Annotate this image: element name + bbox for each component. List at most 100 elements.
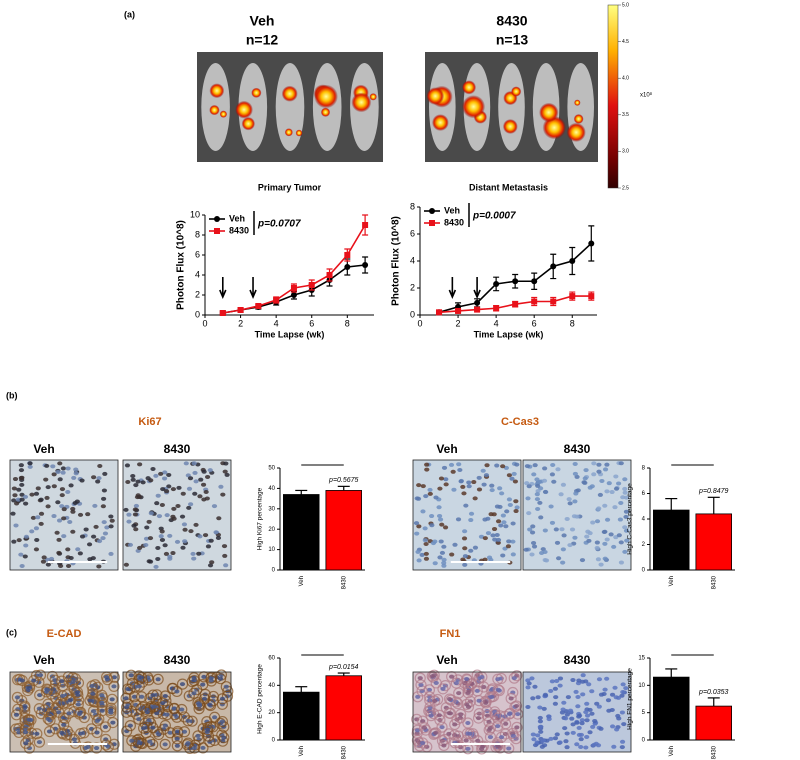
nucleus xyxy=(565,695,571,700)
nucleus xyxy=(68,556,74,561)
nucleus xyxy=(414,496,420,501)
nucleus xyxy=(93,746,100,751)
nucleus xyxy=(85,512,91,517)
nucleus xyxy=(31,678,37,683)
nucleus xyxy=(416,558,422,563)
nucleus xyxy=(209,560,215,565)
nucleus xyxy=(140,480,146,485)
signal xyxy=(209,104,220,116)
nucleus xyxy=(597,492,603,497)
nucleus xyxy=(108,514,114,519)
signal xyxy=(511,86,522,97)
nucleus xyxy=(76,712,83,717)
marker xyxy=(569,293,576,300)
nucleus xyxy=(581,480,587,485)
nucleus xyxy=(420,484,426,489)
nucleus xyxy=(44,557,51,562)
membrane xyxy=(121,725,133,737)
nucleus xyxy=(56,550,62,555)
nucleus xyxy=(587,730,593,735)
nucleus xyxy=(608,532,614,537)
nucleus xyxy=(19,678,25,683)
nucleus xyxy=(584,701,590,706)
nucleus xyxy=(420,719,426,724)
nucleus xyxy=(167,533,173,538)
nucleus xyxy=(180,491,186,496)
nucleus xyxy=(456,462,462,467)
nucleus xyxy=(500,553,506,558)
nucleus xyxy=(437,486,443,491)
membrane xyxy=(425,710,437,722)
nucleus xyxy=(51,484,57,489)
nucleus xyxy=(587,531,593,536)
nucleus xyxy=(223,461,229,466)
nucleus xyxy=(192,470,198,475)
nucleus xyxy=(45,504,51,509)
nucleus xyxy=(201,497,207,502)
nucleus xyxy=(207,563,214,568)
nucleus xyxy=(200,682,206,687)
nucleus xyxy=(205,727,211,732)
nucleus xyxy=(531,544,538,549)
nucleus xyxy=(167,730,173,735)
membrane xyxy=(58,719,70,731)
nucleus xyxy=(432,699,438,704)
nucleus xyxy=(166,472,172,477)
ihc-image xyxy=(122,459,232,571)
nucleus xyxy=(27,464,33,469)
nucleus xyxy=(525,705,531,710)
nucleus xyxy=(175,504,181,509)
nucleus xyxy=(79,478,85,483)
nucleus xyxy=(483,700,489,705)
nucleus xyxy=(60,466,66,471)
nucleus xyxy=(542,528,548,533)
nucleus xyxy=(510,521,516,526)
nucleus xyxy=(455,517,462,522)
nucleus xyxy=(596,704,602,709)
nucleus xyxy=(71,737,78,742)
nucleus xyxy=(170,487,177,492)
nucleus xyxy=(573,491,579,496)
nucleus xyxy=(13,712,20,717)
nucleus xyxy=(599,478,605,483)
nucleus xyxy=(620,682,626,687)
nucleus xyxy=(472,496,478,501)
membrane xyxy=(135,671,148,684)
nucleus xyxy=(619,745,625,750)
bar xyxy=(282,494,320,571)
membrane xyxy=(120,701,133,713)
nucleus xyxy=(532,684,538,689)
nucleus xyxy=(56,537,62,542)
nucleus xyxy=(548,736,554,741)
nucleus xyxy=(43,477,49,482)
nucleus xyxy=(592,718,598,723)
nucleus xyxy=(159,529,165,534)
marker xyxy=(550,263,557,270)
y-tick-label: 15 xyxy=(638,656,645,662)
nucleus xyxy=(156,732,162,737)
nucleus xyxy=(514,505,520,510)
nucleus xyxy=(60,693,66,698)
nucleus xyxy=(132,507,138,512)
nucleus xyxy=(147,536,154,541)
nucleus xyxy=(223,563,229,568)
nucleus xyxy=(618,540,624,545)
nucleus xyxy=(489,483,495,488)
y-axis-label: High E-CAD percentage xyxy=(257,664,264,734)
nucleus xyxy=(46,729,53,734)
bar xyxy=(653,509,690,571)
nucleus xyxy=(13,523,19,528)
mouse-image xyxy=(425,52,598,162)
nucleus xyxy=(623,509,630,514)
membrane xyxy=(452,698,464,710)
nucleus xyxy=(162,742,168,747)
nucleus xyxy=(433,680,439,685)
nucleus xyxy=(419,552,425,557)
nucleus xyxy=(203,490,209,495)
nucleus xyxy=(34,537,40,542)
nucleus xyxy=(452,542,458,547)
nucleus xyxy=(601,529,607,534)
nucleus xyxy=(205,544,212,549)
nucleus xyxy=(186,505,192,510)
nucleus xyxy=(623,528,630,533)
